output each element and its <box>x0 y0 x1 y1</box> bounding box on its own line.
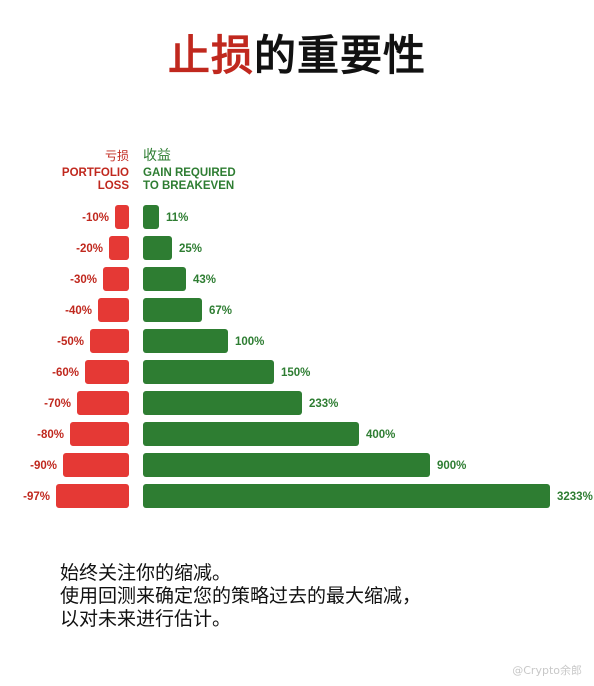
gain-label: 900% <box>437 460 466 472</box>
footer-note: 始终关注你的缩减。 使用回测来确定您的策略过去的最大缩减， 以对未来进行估计。 <box>60 562 580 631</box>
loss-bar <box>98 298 129 322</box>
footer-line-3: 以对未来进行估计。 <box>60 608 232 630</box>
gain-bar <box>143 298 202 322</box>
gain-label: 400% <box>366 429 395 441</box>
footer-line-1: 始终关注你的缩减。 <box>60 562 232 584</box>
gain-header-en: GAIN REQUIRED TO BREAKEVEN <box>143 167 236 192</box>
loss-label: -70% <box>44 398 71 410</box>
title-highlight: 止损 <box>167 31 254 80</box>
loss-bar <box>70 422 129 446</box>
loss-label: -20% <box>76 243 103 255</box>
page-title: 止损的重要性 <box>0 28 594 84</box>
loss-label: -97% <box>23 491 50 503</box>
loss-bar <box>90 329 129 353</box>
loss-bar <box>77 391 129 415</box>
loss-label: -50% <box>57 336 84 348</box>
gain-header-cn: 收益 <box>143 148 171 164</box>
gain-label: 233% <box>309 398 338 410</box>
gain-bar <box>143 484 550 508</box>
gain-bar <box>143 329 228 353</box>
gain-bar <box>143 205 159 229</box>
loss-bar <box>115 205 129 229</box>
watermark: @Crypto余郎 <box>512 664 582 677</box>
loss-bar <box>109 236 129 260</box>
footer-line-2: 使用回测来确定您的策略过去的最大缩减， <box>60 585 422 607</box>
title-rest: 的重要性 <box>254 31 427 80</box>
loss-bar <box>103 267 129 291</box>
loss-label: -60% <box>52 367 79 379</box>
loss-header-cn: 亏损 <box>104 149 129 163</box>
gain-bar <box>143 267 186 291</box>
loss-label: -80% <box>37 429 64 441</box>
gain-label: 25% <box>179 243 202 255</box>
loss-label: -30% <box>70 274 97 286</box>
gain-bar <box>143 360 274 384</box>
loss-bar <box>85 360 129 384</box>
loss-column-header: 亏损 PORTFOLIO LOSS <box>62 150 129 193</box>
gain-bar <box>143 236 172 260</box>
gain-label: 67% <box>209 305 232 317</box>
loss-header-en: PORTFOLIO LOSS <box>61 167 129 192</box>
gain-label: 3233% <box>557 491 593 503</box>
loss-bar <box>63 453 129 477</box>
gain-label: 150% <box>281 367 310 379</box>
gain-label: 11% <box>166 212 188 224</box>
gain-column-header: 收益 GAIN REQUIRED TO BREAKEVEN <box>143 148 236 193</box>
gain-label: 43% <box>193 274 216 286</box>
gain-bar <box>143 391 302 415</box>
loss-label: -90% <box>30 460 57 472</box>
gain-bar <box>143 453 430 477</box>
gain-bar <box>143 422 359 446</box>
loss-bar <box>56 484 129 508</box>
gain-label: 100% <box>235 336 264 348</box>
loss-label: -10% <box>82 212 109 224</box>
loss-label: -40% <box>65 305 92 317</box>
